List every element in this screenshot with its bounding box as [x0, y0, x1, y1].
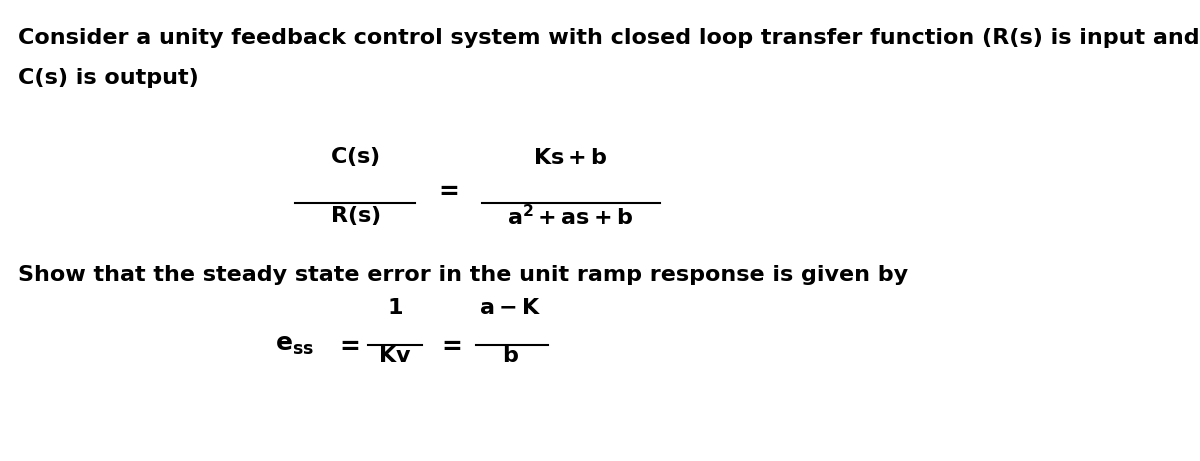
Text: $\mathbf{Ks + b}$: $\mathbf{Ks + b}$: [533, 148, 607, 168]
Text: $\mathbf{b}$: $\mathbf{b}$: [502, 346, 518, 366]
Text: $\mathbf{a-K}$: $\mathbf{a-K}$: [479, 298, 541, 318]
Text: $\mathbf{1}$: $\mathbf{1}$: [386, 298, 403, 318]
Text: $\mathbf{Kv}$: $\mathbf{Kv}$: [378, 346, 412, 366]
Text: C(s) is output): C(s) is output): [18, 68, 199, 88]
Text: Show that the steady state error in the unit ramp response is given by: Show that the steady state error in the …: [18, 265, 908, 285]
Text: $\mathbf{e_{ss}}$: $\mathbf{e_{ss}}$: [276, 333, 314, 357]
Text: $\mathbf{C(s)}$: $\mathbf{C(s)}$: [330, 145, 380, 168]
Text: Consider a unity feedback control system with closed loop transfer function (R(s: Consider a unity feedback control system…: [18, 28, 1200, 48]
Text: $\mathbf{R(s)}$: $\mathbf{R(s)}$: [330, 204, 380, 227]
Text: $\mathbf{=}$: $\mathbf{=}$: [336, 333, 360, 357]
Text: $\mathbf{=}$: $\mathbf{=}$: [438, 333, 462, 357]
Text: $\mathbf{a^2 + as + b}$: $\mathbf{a^2 + as + b}$: [506, 204, 634, 229]
Text: $\mathbf{=}$: $\mathbf{=}$: [434, 178, 460, 202]
